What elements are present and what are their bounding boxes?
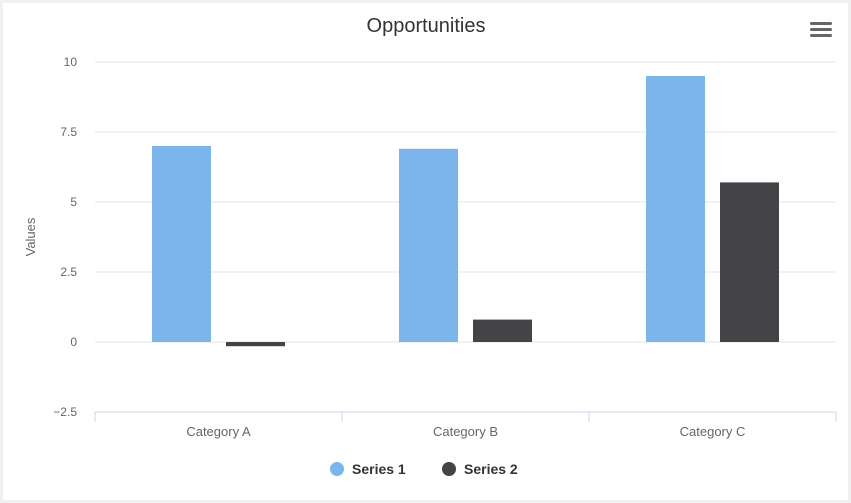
bar-1-3[interactable] <box>646 76 705 342</box>
y-tick-label: 0 <box>70 335 77 349</box>
x-tick-label: Category C <box>680 424 746 439</box>
legend-marker[interactable] <box>442 462 456 476</box>
bar-2-3[interactable] <box>720 182 779 342</box>
y-tick-label: 2.5 <box>60 265 77 279</box>
bar-2-1[interactable] <box>226 342 285 347</box>
bar-1-1[interactable] <box>152 146 211 342</box>
chart-title: Opportunities <box>367 15 486 37</box>
legend-marker[interactable] <box>330 462 344 476</box>
y-tick-label: 5 <box>70 195 77 209</box>
legend-item[interactable]: Series 1 <box>352 461 406 477</box>
hamburger-menu-icon[interactable] <box>810 22 832 40</box>
x-tick-label: Category B <box>433 424 498 439</box>
bar-1-2[interactable] <box>399 148 458 342</box>
y-tick-label: 10 <box>64 55 78 69</box>
legend-item[interactable]: Series 2 <box>464 461 518 477</box>
y-axis-label: Values <box>23 217 38 256</box>
x-tick-label: Category A <box>186 424 251 439</box>
bar-2-2[interactable] <box>473 319 532 342</box>
y-tick-label: 7.5 <box>60 125 77 139</box>
y-tick-label: −2.5 <box>53 405 77 419</box>
